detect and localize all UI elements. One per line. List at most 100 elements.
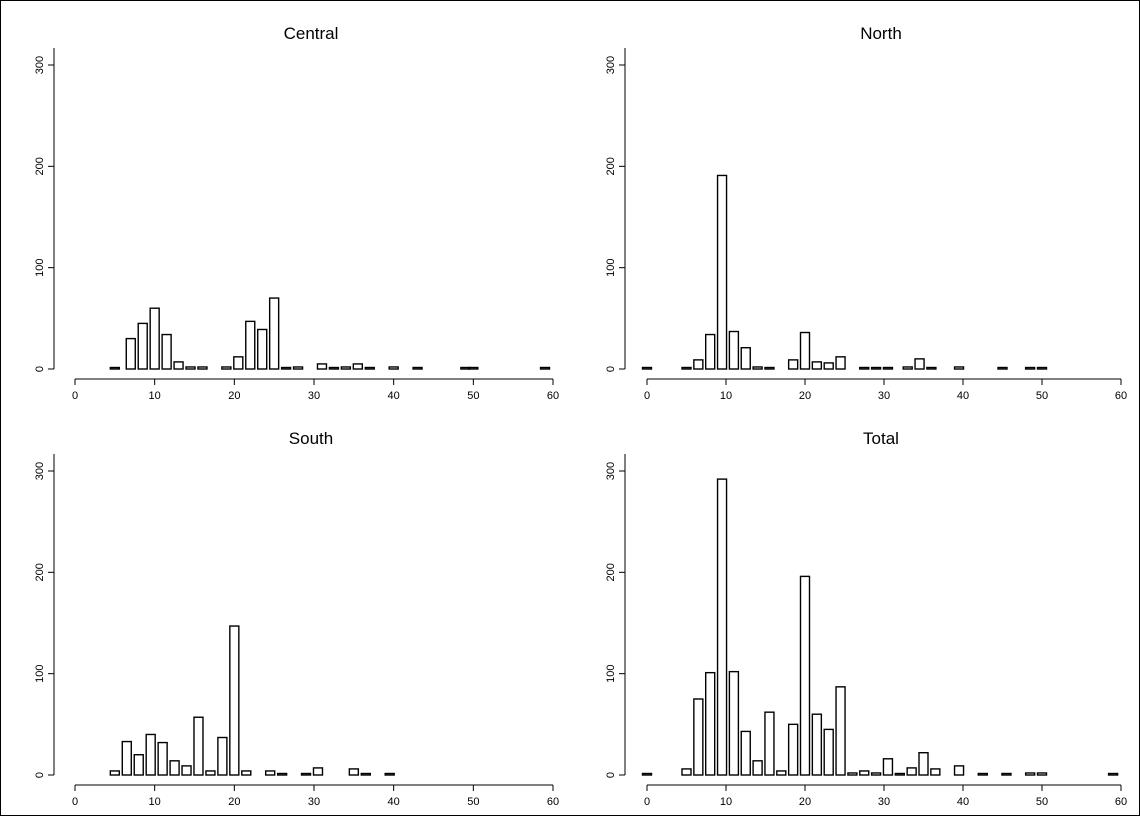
bar-total <box>641 772 653 776</box>
bars-central <box>109 297 551 370</box>
bar-north <box>835 356 846 370</box>
y-tick-label: 200 <box>605 563 617 581</box>
bar-total <box>882 758 894 776</box>
y-tick-label: 200 <box>34 157 46 175</box>
bar-north <box>799 331 811 370</box>
bar-central <box>221 366 232 370</box>
bar-total <box>787 723 799 776</box>
bar-north <box>823 362 834 370</box>
bar-south <box>133 754 144 776</box>
bar-central <box>388 366 399 370</box>
y-tick-label: 200 <box>605 157 617 175</box>
x-tick-label: 40 <box>388 796 400 808</box>
bar-north <box>693 359 704 370</box>
bar-north <box>926 366 937 370</box>
bar-north <box>752 366 763 370</box>
bar-total <box>740 730 751 776</box>
bar-central <box>328 366 340 370</box>
y-tick-label: 100 <box>605 664 617 682</box>
bar-total <box>811 713 823 776</box>
bar-north <box>997 366 1008 370</box>
bar-central <box>268 297 280 370</box>
bar-south <box>193 716 204 776</box>
bar-north <box>705 333 716 370</box>
x-tick-label: 40 <box>388 390 400 402</box>
x-tick-label: 30 <box>878 796 890 808</box>
bar-north <box>764 366 775 370</box>
bar-central <box>109 366 121 370</box>
panel-title-south: South <box>289 429 333 448</box>
bars-north <box>641 174 1048 370</box>
y-axis-total: 0 100 200 300 <box>605 454 626 778</box>
bar-north <box>914 358 925 370</box>
bar-central <box>468 366 479 370</box>
x-axis-total: 0 10 20 30 40 50 60 <box>644 784 1127 808</box>
bar-total <box>1107 772 1119 776</box>
x-tick-label: 60 <box>1115 796 1127 808</box>
bar-total <box>1036 772 1048 776</box>
bar-central <box>292 366 304 370</box>
bar-north <box>787 359 799 370</box>
bar-total <box>918 752 929 776</box>
bar-central <box>173 361 184 370</box>
bar-south <box>121 740 132 776</box>
y-tick-label: 300 <box>605 56 617 74</box>
bar-south <box>157 741 168 776</box>
bar-total <box>870 772 882 776</box>
x-axis-central: 0 10 20 30 40 50 60 <box>72 378 559 402</box>
x-tick-label: 20 <box>228 390 240 402</box>
bar-south <box>384 772 395 776</box>
x-tick-label: 10 <box>149 390 161 402</box>
bar-north <box>902 366 913 370</box>
bar-north <box>1036 366 1048 370</box>
bar-total <box>728 670 740 776</box>
x-tick-label: 60 <box>547 390 559 402</box>
y-tick-label: 0 <box>34 772 46 778</box>
bars-total <box>641 478 1119 776</box>
x-tick-label: 50 <box>467 390 479 402</box>
bar-central <box>161 333 172 370</box>
bar-central <box>233 356 244 370</box>
bar-central <box>197 366 208 370</box>
bar-north <box>953 366 965 370</box>
bar-total <box>859 770 870 776</box>
bar-north <box>728 330 740 370</box>
x-axis-south: 0 10 20 30 40 50 60 <box>72 784 559 808</box>
bar-total <box>1024 772 1036 776</box>
bar-south <box>312 767 324 776</box>
bars-south <box>109 625 395 776</box>
panel-north: North 0 100 200 300 0 10 20 30 40 50 60 <box>605 24 1127 402</box>
bar-total <box>1001 772 1012 776</box>
x-tick-label: 20 <box>799 390 811 402</box>
bar-north <box>882 366 894 370</box>
x-tick-label: 40 <box>957 390 969 402</box>
x-tick-label: 10 <box>720 796 732 808</box>
x-tick-label: 0 <box>72 796 78 808</box>
bar-total <box>835 686 846 776</box>
bar-total <box>906 767 917 776</box>
bar-total <box>705 671 716 776</box>
x-tick-label: 10 <box>149 796 161 808</box>
x-axis-north: 0 10 20 30 40 50 60 <box>644 378 1127 402</box>
x-tick-label: 0 <box>644 390 650 402</box>
bar-south <box>264 770 276 776</box>
panel-central: Central 0 100 200 300 0 10 20 30 40 50 60 <box>34 24 559 402</box>
bar-central <box>280 366 292 370</box>
x-tick-label: 50 <box>1036 390 1048 402</box>
bar-central <box>137 322 148 370</box>
bar-total <box>716 478 728 776</box>
bar-south <box>276 772 288 776</box>
bar-total <box>752 760 763 776</box>
bar-total <box>977 772 988 776</box>
y-tick-label: 0 <box>605 772 617 778</box>
panel-south: South 0 100 200 300 0 10 20 30 40 50 60 <box>34 429 559 808</box>
bar-central <box>412 366 423 370</box>
bar-central <box>352 363 364 370</box>
bar-south <box>300 772 312 776</box>
x-tick-label: 0 <box>644 796 650 808</box>
y-tick-label: 0 <box>605 366 617 372</box>
x-tick-label: 30 <box>878 390 890 402</box>
bar-total <box>894 772 905 776</box>
